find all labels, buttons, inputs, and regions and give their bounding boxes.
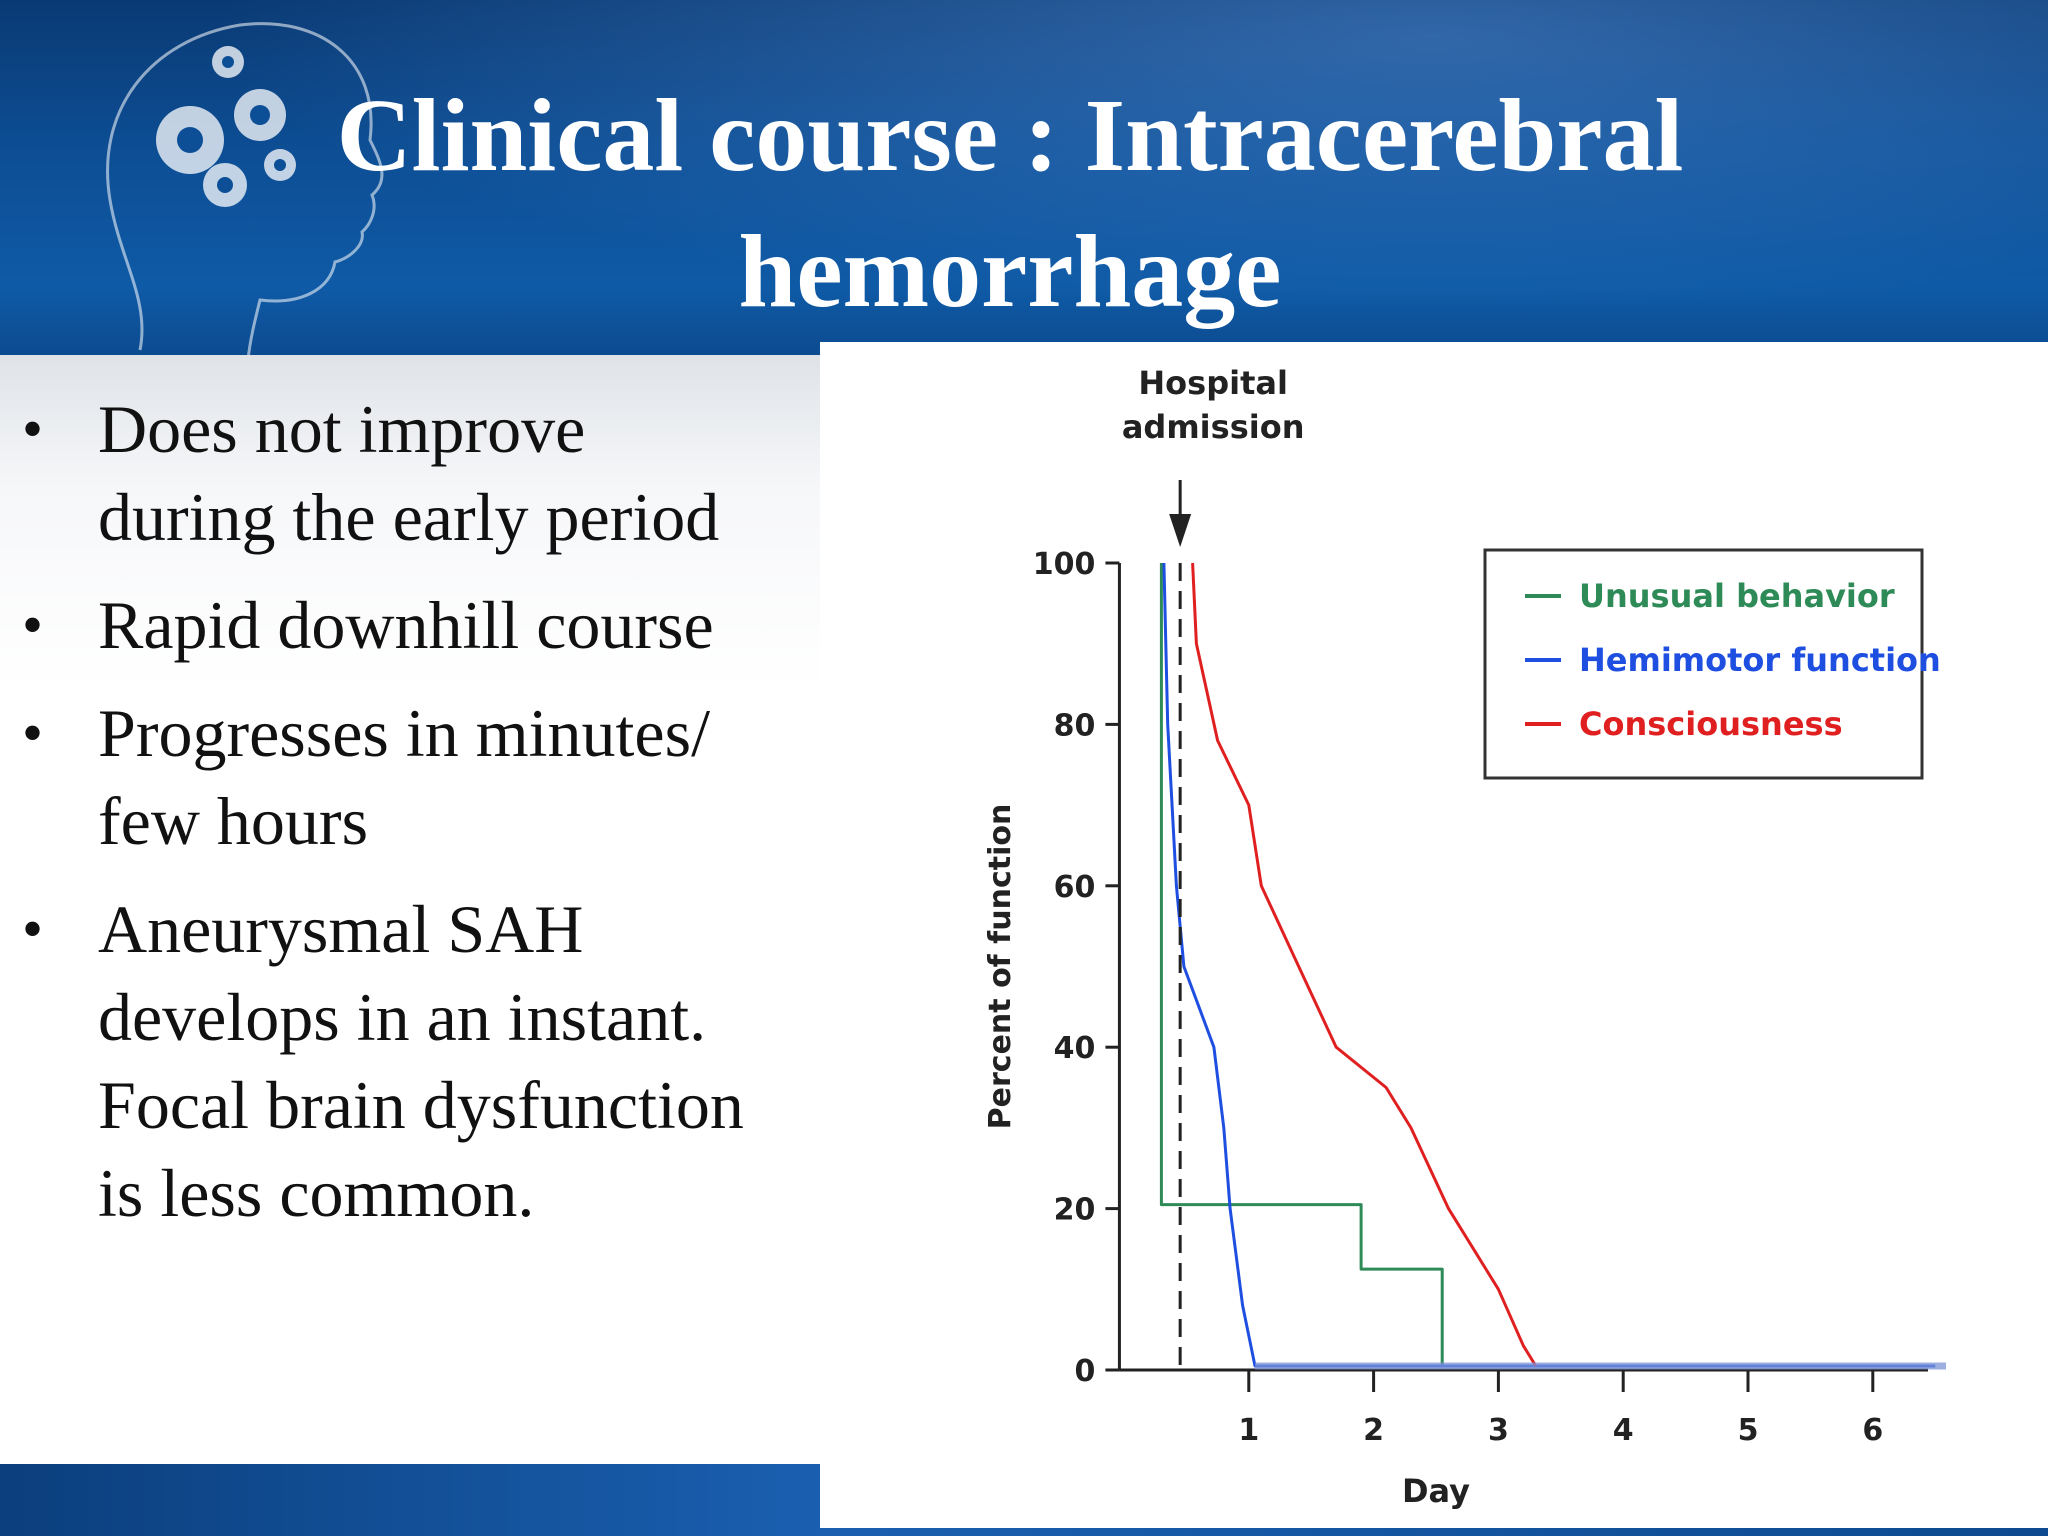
- head-silhouette-icon: [106, 22, 384, 360]
- legend-label: Consciousness: [1579, 705, 1843, 743]
- bullet-item: • Progresses in minutes/ few hours: [20, 689, 820, 865]
- bullet-line: Aneurysmal SAH: [98, 891, 584, 967]
- y-tick-label: 100: [1033, 547, 1096, 582]
- y-tick-label: 60: [1054, 870, 1096, 905]
- chart-legend: Unusual behavior Hemimotor function Consci…: [1483, 548, 1941, 780]
- bullet-line: few hours: [98, 783, 369, 859]
- left-panel: [0, 355, 820, 1464]
- header-glow: [0, 0, 2048, 360]
- x-tick-label: 4: [1613, 1413, 1634, 1448]
- admission-label: Hospital: [1138, 364, 1288, 402]
- bullet-line: Does not improve: [98, 391, 586, 467]
- chart-panel: 0 20 40 60 80 100 1 2 3 4 5 6 Day Percent of function…: [820, 342, 2048, 1528]
- bullet-line: Focal brain dysfunction: [98, 1067, 744, 1143]
- bullet-marker: •: [22, 592, 44, 658]
- chart: 0 20 40 60 80 100 1 2 3 4 5 6 Day Percent of function…: [983, 364, 1946, 1510]
- y-tick-label: 40: [1054, 1031, 1096, 1066]
- bullet-line: Progresses in minutes/: [98, 695, 710, 771]
- bullet-line: during the early period: [98, 479, 720, 555]
- bullet-line: Rapid downhill course: [98, 587, 714, 663]
- y-axis-label: Percent of function: [983, 804, 1018, 1130]
- bullet-list: • Does not improve during the early peri…: [20, 385, 820, 1257]
- admission-label: admission: [1122, 408, 1305, 446]
- x-tick-label: 6: [1862, 1413, 1883, 1448]
- x-tick-label: 5: [1738, 1413, 1759, 1448]
- bullet-line: is less common.: [98, 1155, 535, 1231]
- chart-series: [1159, 562, 1946, 1370]
- legend-label: Hemimotor function: [1579, 641, 1941, 679]
- x-tick-label: 1: [1238, 1413, 1259, 1448]
- title-line-2: hemorrhage: [738, 214, 1282, 329]
- legend-label: Unusual behavior: [1579, 577, 1895, 615]
- consciousness-line: [1191, 562, 1538, 1367]
- y-tick-label: 0: [1075, 1354, 1096, 1389]
- x-tick-label: 3: [1488, 1413, 1509, 1448]
- y-tick-label: 20: [1054, 1193, 1096, 1228]
- slide-title: Clinical course : Intracerebral hemorrha…: [230, 68, 1790, 340]
- admission-arrow-head: [1169, 514, 1192, 547]
- gear-icon: [156, 46, 296, 207]
- legend-box: [1483, 548, 1924, 780]
- hemimotor-function-line: [1162, 562, 1936, 1368]
- bullet-marker: •: [22, 700, 44, 766]
- bullet-item: • Aneurysmal SAH develops in an instant.…: [20, 885, 820, 1237]
- x-axis-label: Day: [1402, 1472, 1470, 1510]
- chart-annotation: Hospital admission: [1122, 364, 1305, 1370]
- bullet-item: • Rapid downhill course: [20, 581, 820, 669]
- y-tick-label: 80: [1054, 708, 1096, 743]
- bullet-item: • Does not improve during the early peri…: [20, 385, 820, 561]
- bullet-marker: •: [22, 896, 44, 962]
- x-tick-label: 2: [1363, 1413, 1384, 1448]
- header-band: [0, 0, 2048, 360]
- chart-axes: 0 20 40 60 80 100 1 2 3 4 5 6 Day Percent of function: [983, 547, 1928, 1510]
- bullet-marker: •: [22, 396, 44, 462]
- bullet-line: develops in an instant.: [98, 979, 707, 1055]
- title-line-1: Clinical course : Intracerebral: [336, 78, 1684, 193]
